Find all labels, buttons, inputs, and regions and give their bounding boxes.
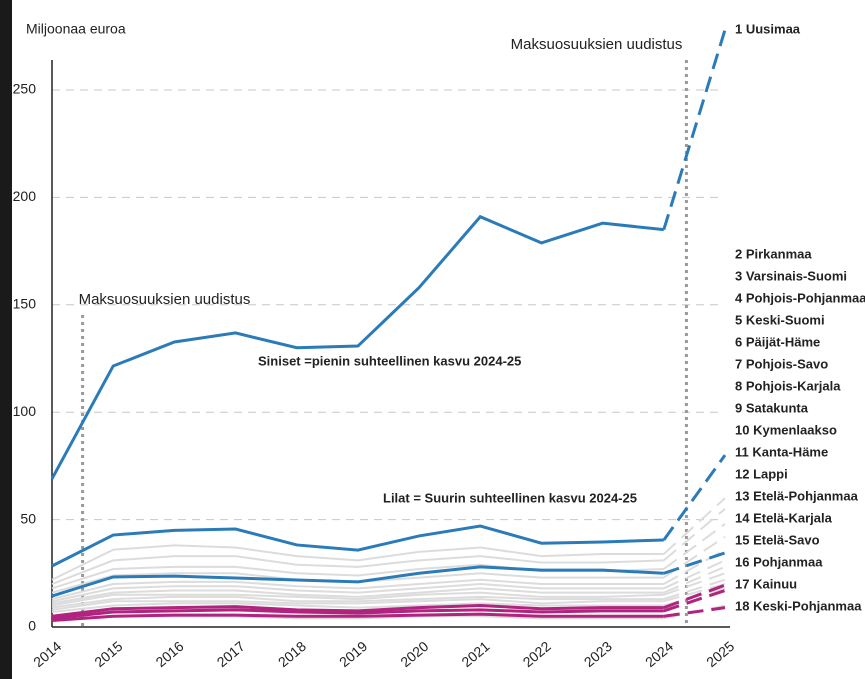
legend-label: 9 Satakunta bbox=[735, 400, 809, 415]
x-tick-label: 2017 bbox=[214, 638, 248, 670]
legend-label: 18 Keski-Pohjanmaa bbox=[735, 598, 862, 613]
series-projection bbox=[663, 565, 726, 594]
series-projection bbox=[663, 508, 726, 562]
series-projection bbox=[663, 572, 726, 596]
legend-label: 2 Pirkanmaa bbox=[735, 246, 812, 261]
y-tick-label: 50 bbox=[20, 510, 36, 526]
x-tick-label: 2016 bbox=[153, 638, 187, 670]
series-line bbox=[51, 578, 664, 601]
y-tick-label: 150 bbox=[13, 296, 37, 312]
series-line bbox=[51, 612, 664, 623]
legend-label: 7 Pohjois-Savo bbox=[735, 356, 828, 371]
series-line bbox=[51, 544, 664, 581]
x-tick-label: 2015 bbox=[91, 638, 125, 670]
legend-label: 17 Kainuu bbox=[735, 576, 797, 591]
series-projection bbox=[662, 29, 727, 231]
series-line bbox=[51, 604, 664, 618]
series-line bbox=[51, 565, 664, 598]
legend-label: 1 Uusimaa bbox=[735, 21, 801, 36]
series-projection bbox=[663, 578, 726, 601]
side-strip bbox=[0, 0, 12, 679]
annotation: Maksuosuuksien uudistus bbox=[511, 36, 683, 53]
note: Lilat = Suurin suhteellinen kasvu 2024-2… bbox=[383, 490, 637, 505]
series-projection bbox=[663, 497, 726, 555]
y-tick-label: 0 bbox=[28, 618, 36, 634]
legend-label: 8 Pohjois-Karjala bbox=[735, 378, 841, 393]
legend-label: 11 Kanta-Häme bbox=[735, 444, 828, 459]
series-line bbox=[51, 555, 664, 585]
annotation: Maksuosuuksien uudistus bbox=[79, 291, 251, 308]
x-tick-label: 2025 bbox=[703, 638, 737, 670]
series-projection bbox=[663, 606, 726, 618]
series-line bbox=[51, 524, 664, 568]
legend-label: 15 Etelä-Savo bbox=[735, 532, 820, 547]
x-tick-label: 2020 bbox=[397, 638, 431, 670]
legend-label: 4 Pohjois-Pohjanmaa bbox=[735, 290, 865, 305]
series-line bbox=[51, 595, 664, 609]
legend-label: 6 Päijät-Häme bbox=[735, 334, 820, 349]
series-line bbox=[51, 591, 664, 607]
series-line bbox=[51, 608, 664, 620]
x-tick-label: 2022 bbox=[520, 638, 554, 670]
series-line bbox=[50, 214, 664, 480]
series-projection bbox=[663, 583, 726, 610]
legend-label: 13 Etelä-Pohjanmaa bbox=[735, 488, 859, 503]
series-projection bbox=[663, 523, 726, 570]
legend-label: 16 Pohjanmaa bbox=[735, 554, 823, 569]
x-tick-label: 2023 bbox=[581, 638, 615, 670]
note: Siniset =pienin suhteellinen kasvu 2024-… bbox=[258, 353, 521, 368]
series-projection bbox=[663, 559, 726, 590]
y-tick-label: 100 bbox=[13, 403, 37, 419]
x-tick-label: 2024 bbox=[642, 638, 676, 670]
series-projection bbox=[663, 583, 726, 603]
series-projection bbox=[663, 551, 726, 575]
x-tick-label: 2018 bbox=[275, 638, 309, 670]
series-line bbox=[51, 598, 664, 611]
legend-label: 10 Kymenlaakso bbox=[735, 422, 837, 437]
y-tick-label: 200 bbox=[13, 188, 37, 204]
legend-label: 3 Varsinais-Suomi bbox=[735, 268, 847, 283]
legend-label: 12 Lappi bbox=[735, 466, 788, 481]
x-tick-label: 2021 bbox=[458, 638, 492, 670]
series-line bbox=[51, 587, 664, 605]
y-axis-label: Miljoonaa euroa bbox=[26, 21, 126, 37]
series-line bbox=[51, 583, 664, 603]
series-line bbox=[51, 602, 664, 613]
legend-label: 14 Etelä-Karjala bbox=[735, 510, 833, 525]
x-tick-label: 2014 bbox=[30, 638, 64, 670]
y-tick-label: 250 bbox=[13, 81, 37, 97]
series-projection bbox=[663, 589, 726, 613]
legend-label: 5 Keski-Suomi bbox=[735, 312, 825, 327]
series-projection bbox=[662, 454, 727, 541]
x-tick-label: 2019 bbox=[336, 638, 370, 670]
